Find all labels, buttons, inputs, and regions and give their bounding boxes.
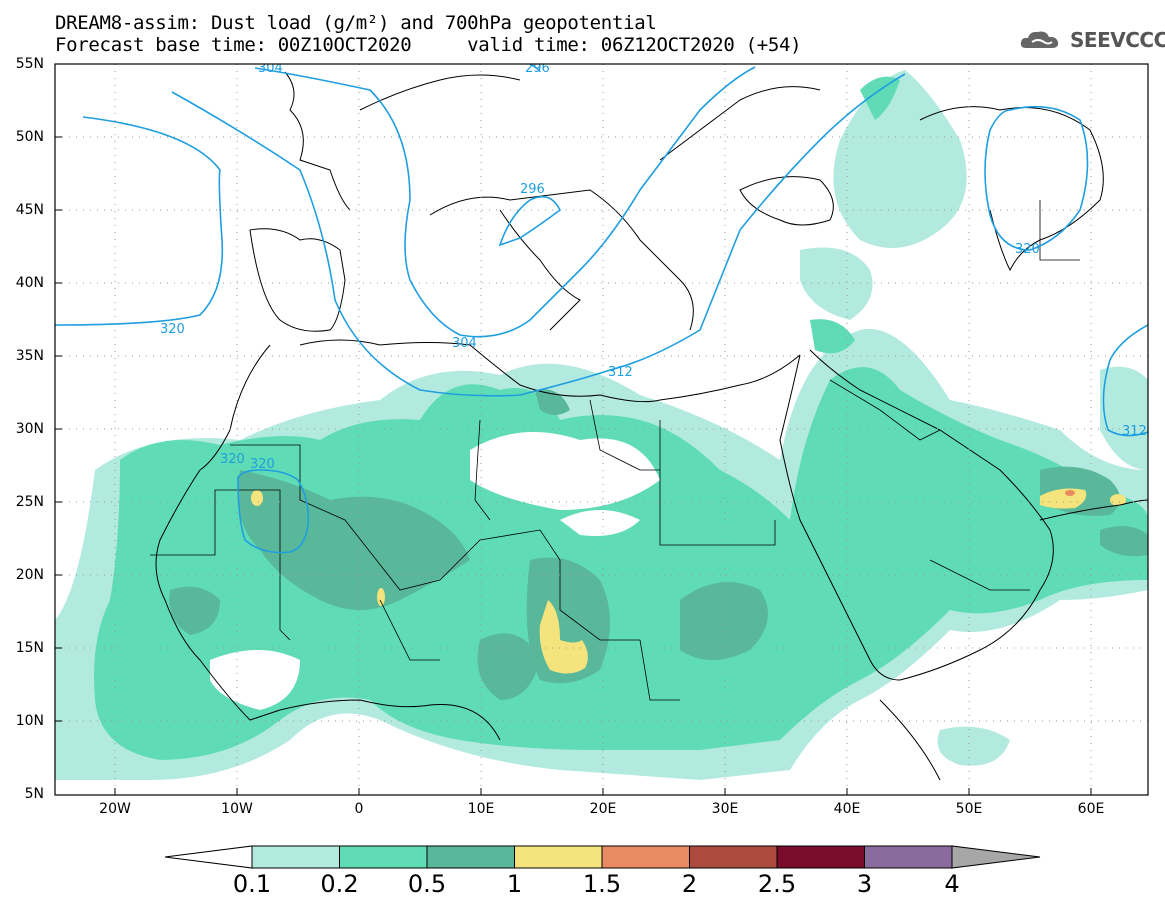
geopotential-contours bbox=[55, 64, 1148, 554]
lat-label: 55N bbox=[15, 56, 44, 72]
lat-label: 50N bbox=[15, 129, 44, 145]
lat-lon-grid bbox=[55, 64, 1148, 795]
lat-label: 30N bbox=[15, 421, 44, 437]
contour-label: 320 bbox=[220, 452, 245, 467]
colorbar-label: 3 bbox=[856, 870, 873, 898]
lat-label: 35N bbox=[15, 348, 44, 364]
lat-label: 15N bbox=[15, 640, 44, 656]
lon-label: 10E bbox=[467, 801, 495, 817]
lon-label: 0 bbox=[354, 801, 364, 817]
lat-label: 10N bbox=[15, 713, 44, 729]
contour-label: 320 bbox=[1015, 242, 1040, 257]
logo-text: SEEVCCC bbox=[1070, 28, 1165, 52]
lon-label: 40E bbox=[833, 801, 861, 817]
contour-label: 296 bbox=[520, 182, 545, 197]
lon-label: 30E bbox=[711, 801, 739, 817]
lat-label: 5N bbox=[24, 786, 44, 802]
lon-label: 20E bbox=[589, 801, 617, 817]
contour-label: 320 bbox=[250, 457, 275, 472]
colorbar-label: 1.5 bbox=[582, 870, 622, 898]
colorbar-label: 0.2 bbox=[320, 870, 359, 898]
cloud-logo-icon bbox=[1020, 31, 1059, 48]
colorbar-label: 0.5 bbox=[407, 870, 447, 898]
dust-level-0.2 bbox=[94, 76, 1148, 760]
contour-label: 312 bbox=[608, 365, 633, 380]
colorbar-label: 1 bbox=[506, 870, 523, 898]
lon-label: 50E bbox=[955, 801, 983, 817]
contour-label: 312 bbox=[1122, 424, 1147, 439]
colorbar-label: 2 bbox=[681, 870, 698, 898]
colorbar-label: 0.1 bbox=[232, 870, 272, 898]
map-title: DREAM8-assim: Dust load (g/m²) and 700hP… bbox=[55, 12, 657, 34]
lon-label: 60E bbox=[1077, 801, 1105, 817]
country-borders bbox=[150, 200, 1080, 701]
colorbar-label: 2.5 bbox=[757, 870, 797, 898]
coastlines bbox=[155, 71, 1148, 781]
contour-label: 296 bbox=[525, 61, 550, 76]
contour-label: 320 bbox=[160, 322, 185, 337]
lat-label: 40N bbox=[15, 275, 44, 291]
lat-label: 25N bbox=[15, 494, 44, 510]
forecast-times: Forecast base time: 00Z10OCT2020 valid t… bbox=[55, 34, 802, 56]
contour-label: 304 bbox=[258, 61, 283, 76]
contour-label: 304 bbox=[452, 336, 477, 351]
colorbar-label: 4 bbox=[944, 870, 960, 898]
lat-label: 45N bbox=[15, 202, 44, 218]
lat-label: 20N bbox=[15, 567, 44, 583]
lon-label: 10W bbox=[221, 801, 253, 817]
lon-label: 20W bbox=[99, 801, 131, 817]
